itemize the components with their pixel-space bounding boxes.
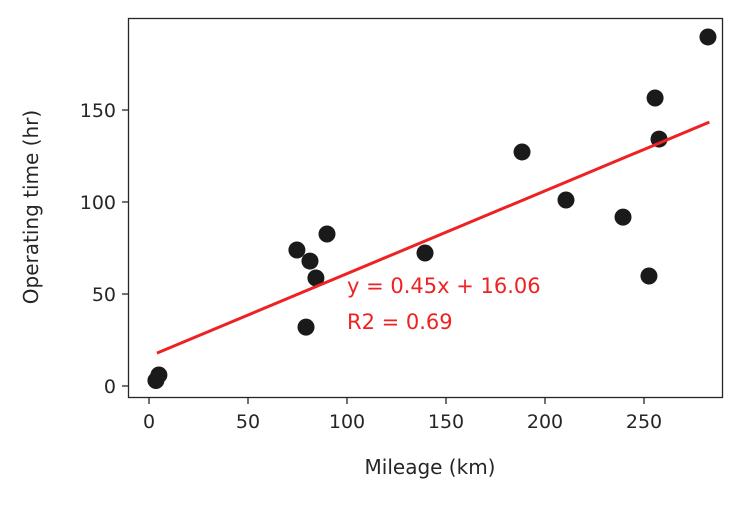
data-point (614, 208, 632, 226)
x-tick-label: 100 (329, 411, 365, 433)
data-point (646, 89, 664, 107)
y-tick-label: 100 (80, 192, 116, 214)
y-tick-label: 0 (104, 376, 116, 398)
annotation-equation: y = 0.45x + 16.06 (347, 274, 541, 298)
x-tick-label: 150 (428, 411, 464, 433)
data-point (318, 225, 336, 243)
data-point (416, 244, 434, 262)
y-tick-label: 150 (80, 100, 116, 122)
data-point (297, 318, 315, 336)
data-point (150, 366, 168, 384)
data-point (301, 252, 319, 270)
data-point (307, 269, 325, 287)
x-tick-label: 0 (143, 411, 155, 433)
plot-frame (127, 17, 724, 399)
x-axis-label: Mileage (km) (365, 455, 496, 479)
x-tick-label: 250 (626, 411, 662, 433)
y-axis-label: Operating time (hr) (19, 110, 43, 304)
data-point (699, 28, 717, 46)
x-tick-label: 50 (236, 411, 260, 433)
y-tick-label: 50 (92, 284, 116, 306)
data-point (513, 143, 531, 161)
x-tick-label: 200 (527, 411, 563, 433)
annotation-r2: R2 = 0.69 (347, 310, 453, 334)
regression-line (156, 120, 710, 355)
data-point (640, 267, 658, 285)
data-point (288, 241, 306, 259)
data-point (557, 191, 575, 209)
